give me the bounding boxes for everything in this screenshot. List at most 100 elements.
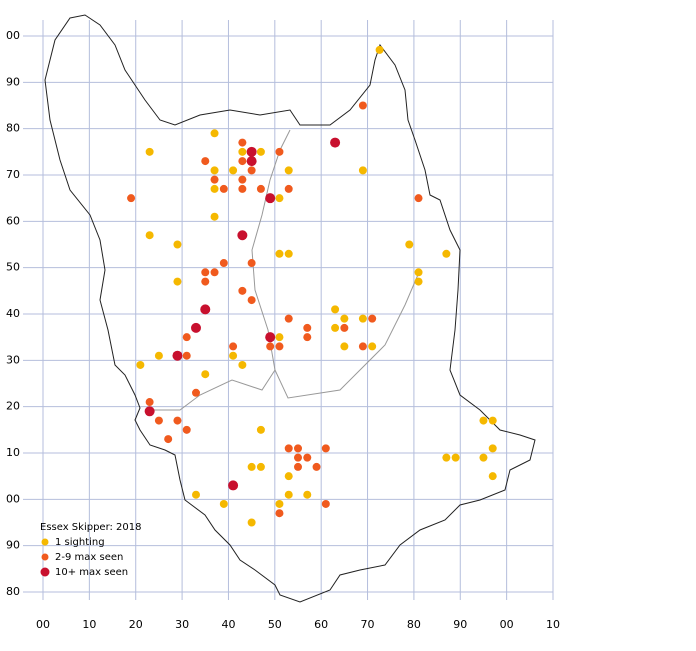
sighting-point xyxy=(284,166,293,175)
x-tick-label: 80 xyxy=(407,618,421,631)
sighting-point xyxy=(136,360,145,369)
sighting-point xyxy=(201,157,210,166)
sighting-point xyxy=(414,194,423,203)
sighting-point xyxy=(340,314,349,323)
sighting-point xyxy=(375,45,384,54)
sighting-point xyxy=(154,351,163,360)
y-tick-label: 90 xyxy=(6,539,20,552)
sighting-point xyxy=(405,240,414,249)
sighting-point xyxy=(275,342,284,351)
sighting-point xyxy=(312,462,321,471)
sighting-point xyxy=(238,157,247,166)
sighting-point xyxy=(154,416,163,425)
sighting-point xyxy=(182,351,191,360)
sighting-point xyxy=(247,259,256,268)
sighting-point xyxy=(201,370,210,379)
legend-title: Essex Skipper: 2018 xyxy=(40,522,142,533)
sighting-point xyxy=(229,166,238,175)
points xyxy=(127,45,497,527)
legend-label: 1 sighting xyxy=(55,537,105,548)
sighting-point xyxy=(256,184,265,193)
sighting-point xyxy=(368,342,377,351)
sighting-point xyxy=(331,323,340,332)
sighting-point xyxy=(414,277,423,286)
sighting-point xyxy=(201,277,210,286)
sighting-point xyxy=(172,350,183,361)
sighting-point xyxy=(284,314,293,323)
legend: 1 sighting 2-9 max seen 10+ max seen xyxy=(40,537,128,578)
sighting-point xyxy=(144,406,155,417)
sighting-point xyxy=(275,333,284,342)
sighting-point xyxy=(265,332,276,343)
sighting-point xyxy=(451,453,460,462)
sighting-point xyxy=(265,193,276,204)
sighting-point xyxy=(238,360,247,369)
sighting-point xyxy=(247,166,256,175)
x-tick-label: 00 xyxy=(500,618,514,631)
y-tick-label: 20 xyxy=(6,400,20,413)
y-tick-label: 00 xyxy=(6,492,20,505)
sighting-point xyxy=(284,184,293,193)
sighting-point xyxy=(294,462,302,471)
sighting-point xyxy=(247,518,256,527)
sighting-point xyxy=(479,416,488,425)
sighting-point xyxy=(145,147,154,156)
sighting-point xyxy=(173,277,182,286)
sighting-point xyxy=(238,184,247,193)
y-tick-label: 30 xyxy=(6,353,20,366)
x-tick-label: 60 xyxy=(314,618,328,631)
sighting-point xyxy=(275,147,284,156)
legend-label: 10+ max seen xyxy=(55,567,128,578)
y-tick-label: 00 xyxy=(6,29,20,42)
x-tick-label: 70 xyxy=(361,618,375,631)
sighting-point xyxy=(229,351,238,360)
sighting-point xyxy=(284,249,293,258)
x-tick-label: 00 xyxy=(36,618,50,631)
sighting-point xyxy=(173,416,182,425)
sighting-point xyxy=(294,444,302,453)
sighting-point xyxy=(321,444,330,453)
sighting-point xyxy=(303,453,312,462)
sighting-point xyxy=(275,499,284,508)
x-tick-label: 10 xyxy=(546,618,560,631)
sighting-point xyxy=(275,249,284,258)
y-tick-label: 10 xyxy=(6,446,20,459)
sighting-point xyxy=(247,462,256,471)
sighting-point xyxy=(414,268,423,277)
sighting-point xyxy=(145,231,154,240)
sighting-point xyxy=(479,453,488,462)
sighting-point xyxy=(201,268,210,277)
sighting-point xyxy=(284,472,293,481)
sighting-point xyxy=(238,286,247,295)
sighting-point xyxy=(246,146,257,157)
y-tick-label: 70 xyxy=(6,168,20,181)
sighting-point xyxy=(210,129,219,138)
y-tick-label: 80 xyxy=(6,585,20,598)
sighting-point xyxy=(191,322,201,333)
legend-marker xyxy=(40,567,50,577)
sighting-point xyxy=(284,490,293,499)
sighting-point xyxy=(368,314,377,323)
district-boundary xyxy=(145,129,291,411)
sighting-point xyxy=(256,147,265,156)
y-tick-label: 60 xyxy=(6,214,20,227)
sighting-point xyxy=(321,499,330,508)
sighting-point xyxy=(303,490,312,499)
sighting-point xyxy=(275,194,284,203)
sighting-point xyxy=(358,342,367,351)
sighting-point xyxy=(127,194,136,203)
sighting-point xyxy=(219,259,228,268)
x-tick-label: 40 xyxy=(221,618,235,631)
sighting-point xyxy=(256,425,265,434)
legend-marker xyxy=(41,538,49,546)
sighting-point xyxy=(358,166,367,175)
sighting-point xyxy=(210,175,219,184)
sighting-point xyxy=(210,212,219,221)
sighting-point xyxy=(238,147,247,156)
sighting-point xyxy=(303,333,312,342)
x-tick-label: 30 xyxy=(175,618,189,631)
sighting-point xyxy=(331,305,340,314)
sighting-point xyxy=(238,138,247,147)
sighting-point xyxy=(358,314,367,323)
x-tick-label: 50 xyxy=(268,618,282,631)
